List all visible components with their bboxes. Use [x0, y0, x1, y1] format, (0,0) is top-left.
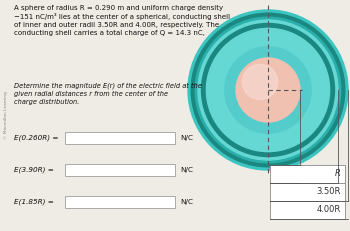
Text: A sphere of radius R = 0.290 m and uniform charge density
−151 nC/m³ lies at the: A sphere of radius R = 0.290 m and unifo… — [14, 5, 230, 36]
Text: © Macmillan Learning: © Macmillan Learning — [4, 91, 8, 139]
Circle shape — [225, 47, 311, 133]
Text: E(3.90R) =: E(3.90R) = — [14, 167, 54, 173]
Bar — [270, 201, 345, 219]
Bar — [65, 196, 175, 208]
Text: Determine the magnitude E(r) of the electric field at the
given radial distances: Determine the magnitude E(r) of the elec… — [14, 82, 202, 105]
Circle shape — [195, 17, 341, 163]
Bar — [270, 183, 345, 201]
Text: E(1.85R) =: E(1.85R) = — [14, 199, 54, 205]
Text: N/C: N/C — [180, 135, 193, 141]
Text: R: R — [335, 170, 341, 179]
Text: 4.00R: 4.00R — [317, 206, 341, 215]
Circle shape — [202, 24, 335, 156]
Circle shape — [198, 20, 338, 160]
Bar — [65, 132, 175, 144]
Text: N/C: N/C — [180, 199, 193, 205]
Text: N/C: N/C — [180, 167, 193, 173]
Bar — [65, 164, 175, 176]
Text: 3.50R: 3.50R — [317, 188, 341, 197]
Circle shape — [191, 13, 345, 167]
Circle shape — [236, 58, 300, 122]
Bar — [270, 165, 345, 183]
Circle shape — [243, 64, 278, 100]
Text: E(0.260R) =: E(0.260R) = — [14, 135, 58, 141]
Circle shape — [188, 10, 348, 170]
Circle shape — [206, 28, 330, 152]
